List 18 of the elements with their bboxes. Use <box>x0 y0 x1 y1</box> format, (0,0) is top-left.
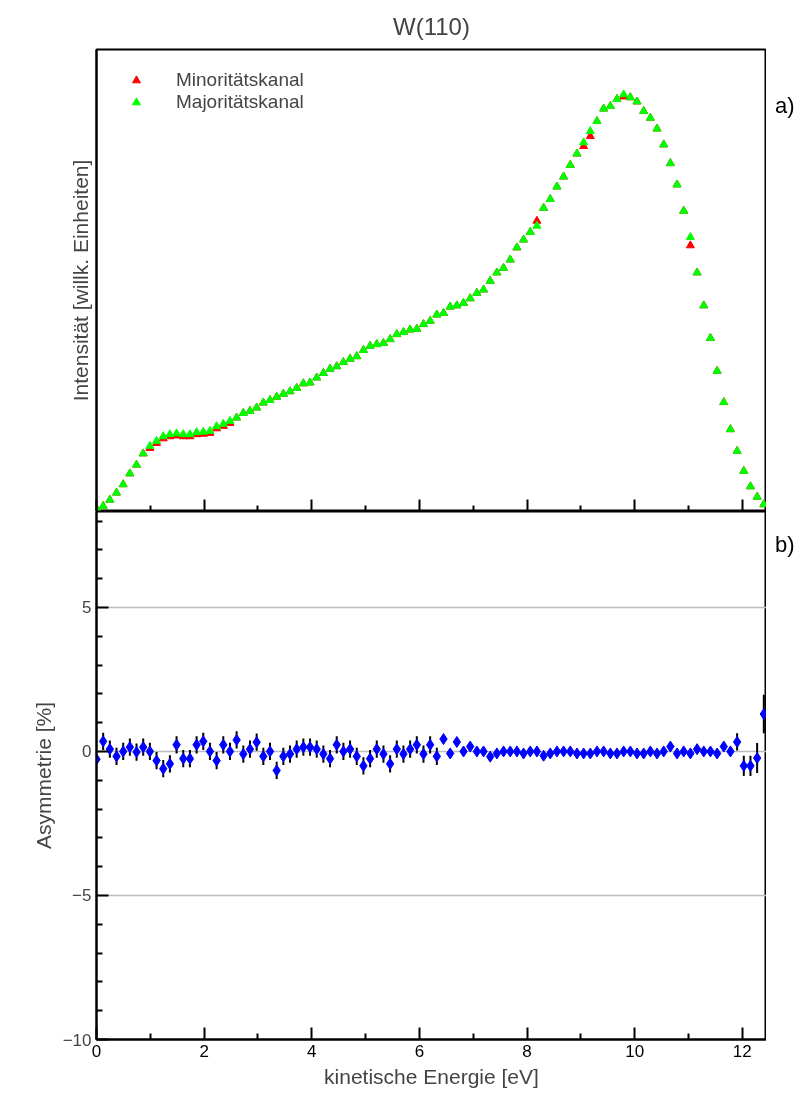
y-tick-label: −5 <box>72 886 92 906</box>
x-tick-label: 4 <box>307 1041 317 1061</box>
legend-label: Majoritätskanal <box>176 91 304 113</box>
x-tick-label: 8 <box>522 1041 532 1061</box>
y-axis-title: Intensität [willk. Einheiten] <box>68 159 92 402</box>
legend-label: Minoritätskanal <box>176 69 304 91</box>
text: b) <box>775 531 795 559</box>
x-tick-label: 2 <box>199 1041 209 1061</box>
x-axis-title: kinetische Energie [eV] <box>324 1064 539 1088</box>
y-tick-label: 0 <box>82 742 92 762</box>
y-axis-title: Asymmetrie [%] <box>31 701 55 850</box>
chart-title: W(110) <box>393 12 470 40</box>
y-tick-label: 5 <box>82 598 92 618</box>
y-tick-label: −10 <box>62 1030 92 1050</box>
x-tick-label: 10 <box>625 1041 645 1061</box>
x-tick-label: 6 <box>414 1041 425 1061</box>
text: a) <box>775 92 795 120</box>
x-tick-label: 12 <box>732 1041 752 1061</box>
